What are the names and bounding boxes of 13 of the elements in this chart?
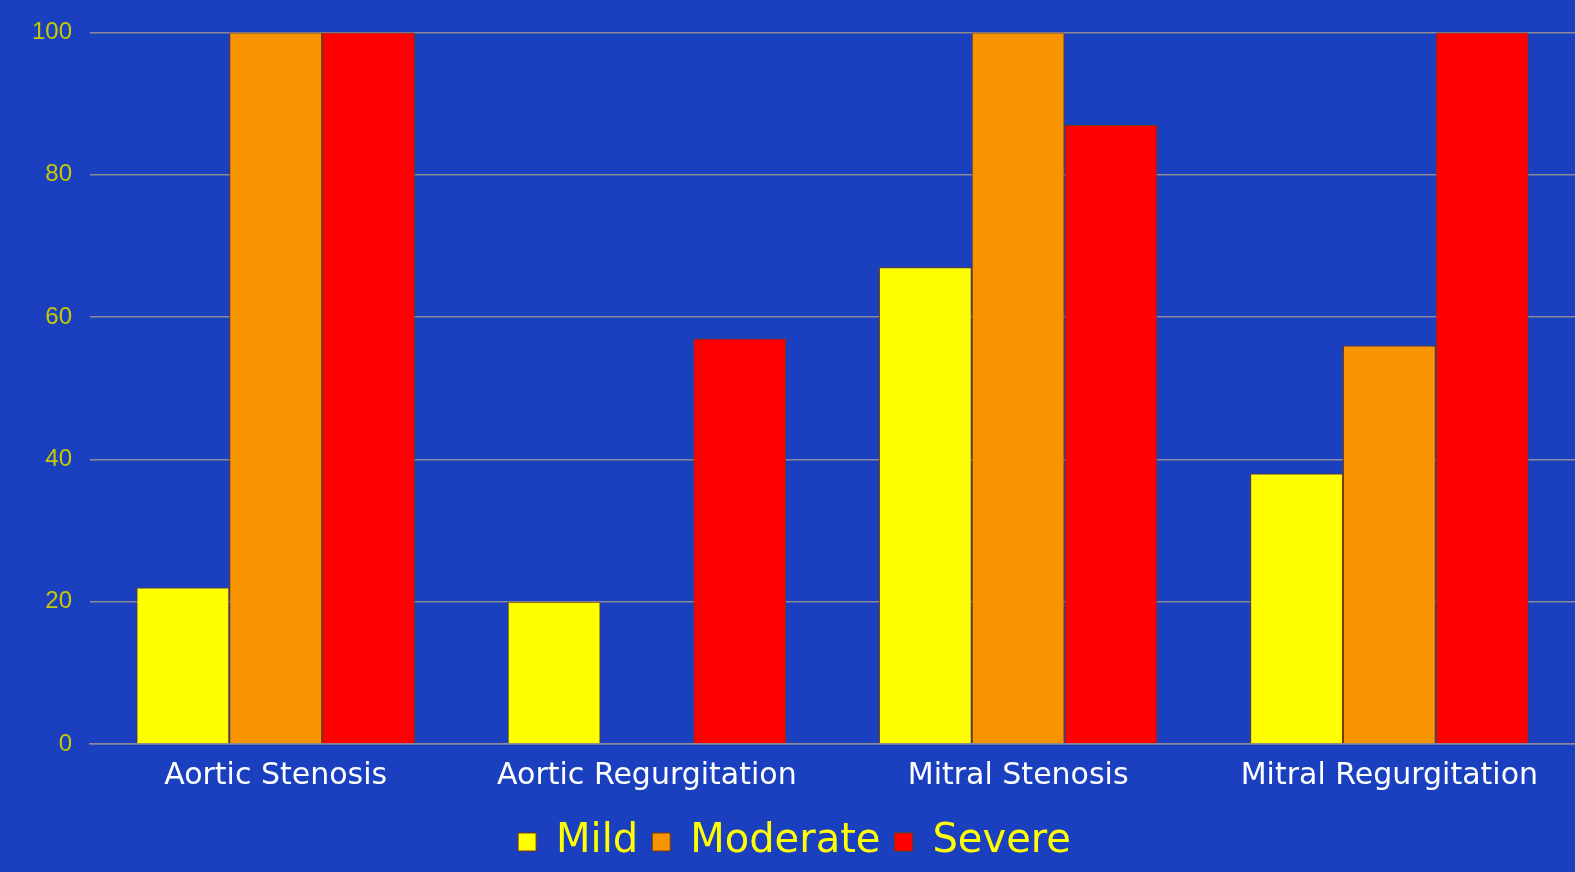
legend-label: Severe — [932, 815, 1071, 862]
x-tick-label: Aortic Stenosis — [164, 755, 388, 791]
y-tick-label: 20 — [45, 586, 73, 614]
y-tick-label: 60 — [45, 301, 73, 329]
legend-label: Mild — [556, 815, 639, 862]
y-tick-label: 80 — [45, 159, 73, 187]
x-tick-label: Mitral Stenosis — [907, 755, 1129, 791]
y-tick-label: 40 — [45, 443, 73, 471]
y-tick-label: 100 — [32, 17, 73, 45]
x-tick-label: Aortic Regurgitation — [497, 755, 797, 791]
legend-label: Moderate — [690, 815, 881, 862]
y-tick-label: 0 — [58, 728, 73, 756]
x-tick-label: Mitral Regurgitation — [1240, 755, 1539, 791]
